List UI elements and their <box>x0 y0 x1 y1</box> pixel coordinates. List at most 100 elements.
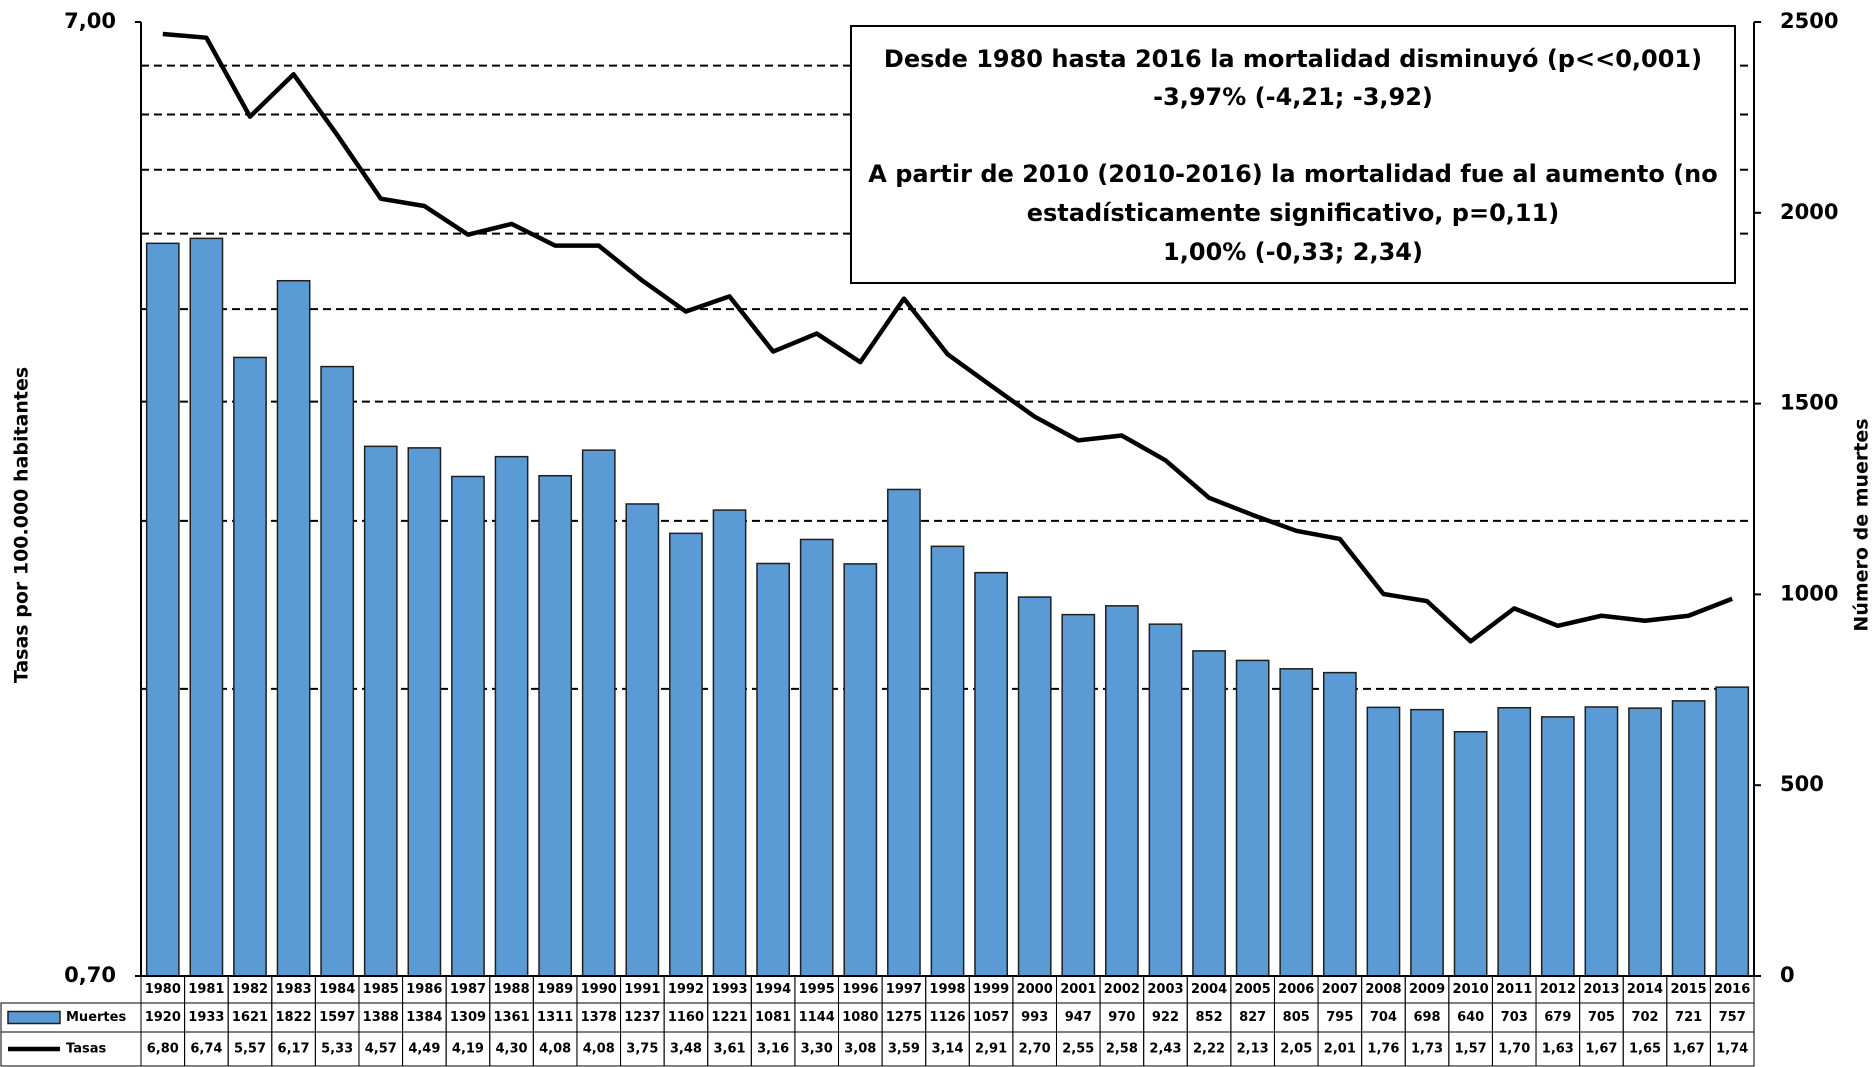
table-value: 705 <box>1588 1010 1615 1025</box>
table-value: 2,22 <box>1193 1042 1225 1057</box>
table-value: 1221 <box>711 1010 747 1025</box>
x-tick-label: 2001 <box>1060 982 1096 997</box>
bar <box>1453 731 1488 977</box>
table-value: 5,33 <box>321 1042 353 1057</box>
table-value: 1384 <box>406 1010 442 1025</box>
annotation-line: -3,97% (-4,21; -3,92) <box>1153 83 1433 111</box>
table-value: 3,14 <box>931 1042 963 1057</box>
bar <box>1497 706 1532 977</box>
x-tick-label: 1984 <box>319 982 355 997</box>
x-tick-label: 2005 <box>1235 982 1271 997</box>
annotation-box <box>850 25 1736 284</box>
x-tick-label: 2014 <box>1627 982 1663 997</box>
x-tick-label: 2011 <box>1496 982 1532 997</box>
bar <box>1148 623 1183 977</box>
x-tick-label: 1980 <box>145 982 181 997</box>
x-tick-label: 2003 <box>1147 982 1183 997</box>
table-value: 922 <box>1152 1010 1179 1025</box>
table-value: 805 <box>1283 1010 1310 1025</box>
bar <box>843 563 878 977</box>
x-tick-label: 1995 <box>799 982 835 997</box>
bar <box>320 365 355 977</box>
table-value: 4,08 <box>539 1042 571 1057</box>
table-value: 702 <box>1631 1010 1658 1025</box>
table-value: 1,76 <box>1367 1042 1399 1057</box>
bar <box>1192 650 1226 977</box>
bar <box>451 475 485 977</box>
table-value: 993 <box>1021 1010 1048 1025</box>
table-value: 1160 <box>668 1010 704 1025</box>
x-tick-label: 2007 <box>1322 982 1358 997</box>
annotation-line: estadísticamente significativo, p=0,11) <box>1027 199 1560 227</box>
table-value: 2,70 <box>1019 1042 1051 1057</box>
bar <box>1584 706 1619 977</box>
table-value: 2,05 <box>1280 1042 1312 1057</box>
bar <box>1715 686 1750 977</box>
table-value: 1621 <box>232 1010 268 1025</box>
bar <box>1410 708 1444 977</box>
bar <box>276 279 311 977</box>
bar <box>233 356 267 977</box>
legend-swatch <box>7 1010 61 1025</box>
table-value: 757 <box>1719 1010 1746 1025</box>
table-value: 698 <box>1413 1010 1440 1025</box>
x-tick-label: 1985 <box>363 982 399 997</box>
table-value: 1144 <box>799 1010 835 1025</box>
table-value: 640 <box>1457 1010 1484 1025</box>
x-tick-label: 2016 <box>1714 982 1750 997</box>
x-tick-label: 1997 <box>886 982 922 997</box>
annotation-line: 1,00% (-0,33; 2,34) <box>1163 238 1423 266</box>
table-value: 1275 <box>886 1010 922 1025</box>
table-value: 1,67 <box>1585 1042 1617 1057</box>
x-tick-label: 2013 <box>1583 982 1619 997</box>
table-value: 1126 <box>929 1010 965 1025</box>
table-value: 3,75 <box>626 1042 658 1057</box>
table-value: 4,19 <box>452 1042 484 1057</box>
table-value: 947 <box>1065 1010 1092 1025</box>
table-value: 3,61 <box>713 1042 745 1057</box>
table-value: 5,57 <box>234 1042 266 1057</box>
x-tick-label: 1991 <box>624 982 660 997</box>
bar <box>1671 700 1706 977</box>
bar <box>1235 659 1270 977</box>
bar <box>625 503 660 977</box>
bar <box>407 447 442 977</box>
table-value: 1081 <box>755 1010 791 1025</box>
table-value: 827 <box>1239 1010 1266 1025</box>
y-axis-title: Tasas por 100.000 habitantes <box>11 367 33 683</box>
table-value: 1309 <box>450 1010 486 1025</box>
x-tick-label: 1998 <box>929 982 965 997</box>
x-tick-label: 1999 <box>973 982 1009 997</box>
table-value: 3,30 <box>801 1042 833 1057</box>
table-value: 1,74 <box>1716 1042 1748 1057</box>
table-value: 2,13 <box>1237 1042 1269 1057</box>
x-tick-label: 2012 <box>1540 982 1576 997</box>
table-value: 679 <box>1544 1010 1571 1025</box>
x-tick-label: 1981 <box>188 982 224 997</box>
x-tick-label: 2002 <box>1104 982 1140 997</box>
annotation-line: A partir de 2010 (2010-2016) la mortalid… <box>868 160 1717 188</box>
bar <box>930 545 965 977</box>
table-value: 2,58 <box>1106 1042 1138 1057</box>
x-tick-label: 2000 <box>1017 982 1053 997</box>
annotation-line: Desde 1980 hasta 2016 la mortalidad dism… <box>884 45 1702 73</box>
bar <box>1322 671 1357 977</box>
table-value: 6,74 <box>190 1042 222 1057</box>
x-tick-label: 1988 <box>493 982 529 997</box>
table-value: 1057 <box>973 1010 1009 1025</box>
bar <box>581 449 616 977</box>
bar <box>1279 668 1314 977</box>
bar <box>1104 605 1139 977</box>
y2-tick-label: 0 <box>1780 963 1795 987</box>
table-value: 721 <box>1675 1010 1702 1025</box>
y2-tick-label: 1000 <box>1780 581 1838 605</box>
bar <box>887 488 921 977</box>
table-value: 4,57 <box>365 1042 397 1057</box>
x-tick-label: 2006 <box>1278 982 1314 997</box>
table-value: 1361 <box>493 1010 529 1025</box>
table-value: 4,49 <box>408 1042 440 1057</box>
table-value: 1,73 <box>1411 1042 1443 1057</box>
x-tick-label: 1992 <box>668 982 704 997</box>
table-value: 1311 <box>537 1010 573 1025</box>
